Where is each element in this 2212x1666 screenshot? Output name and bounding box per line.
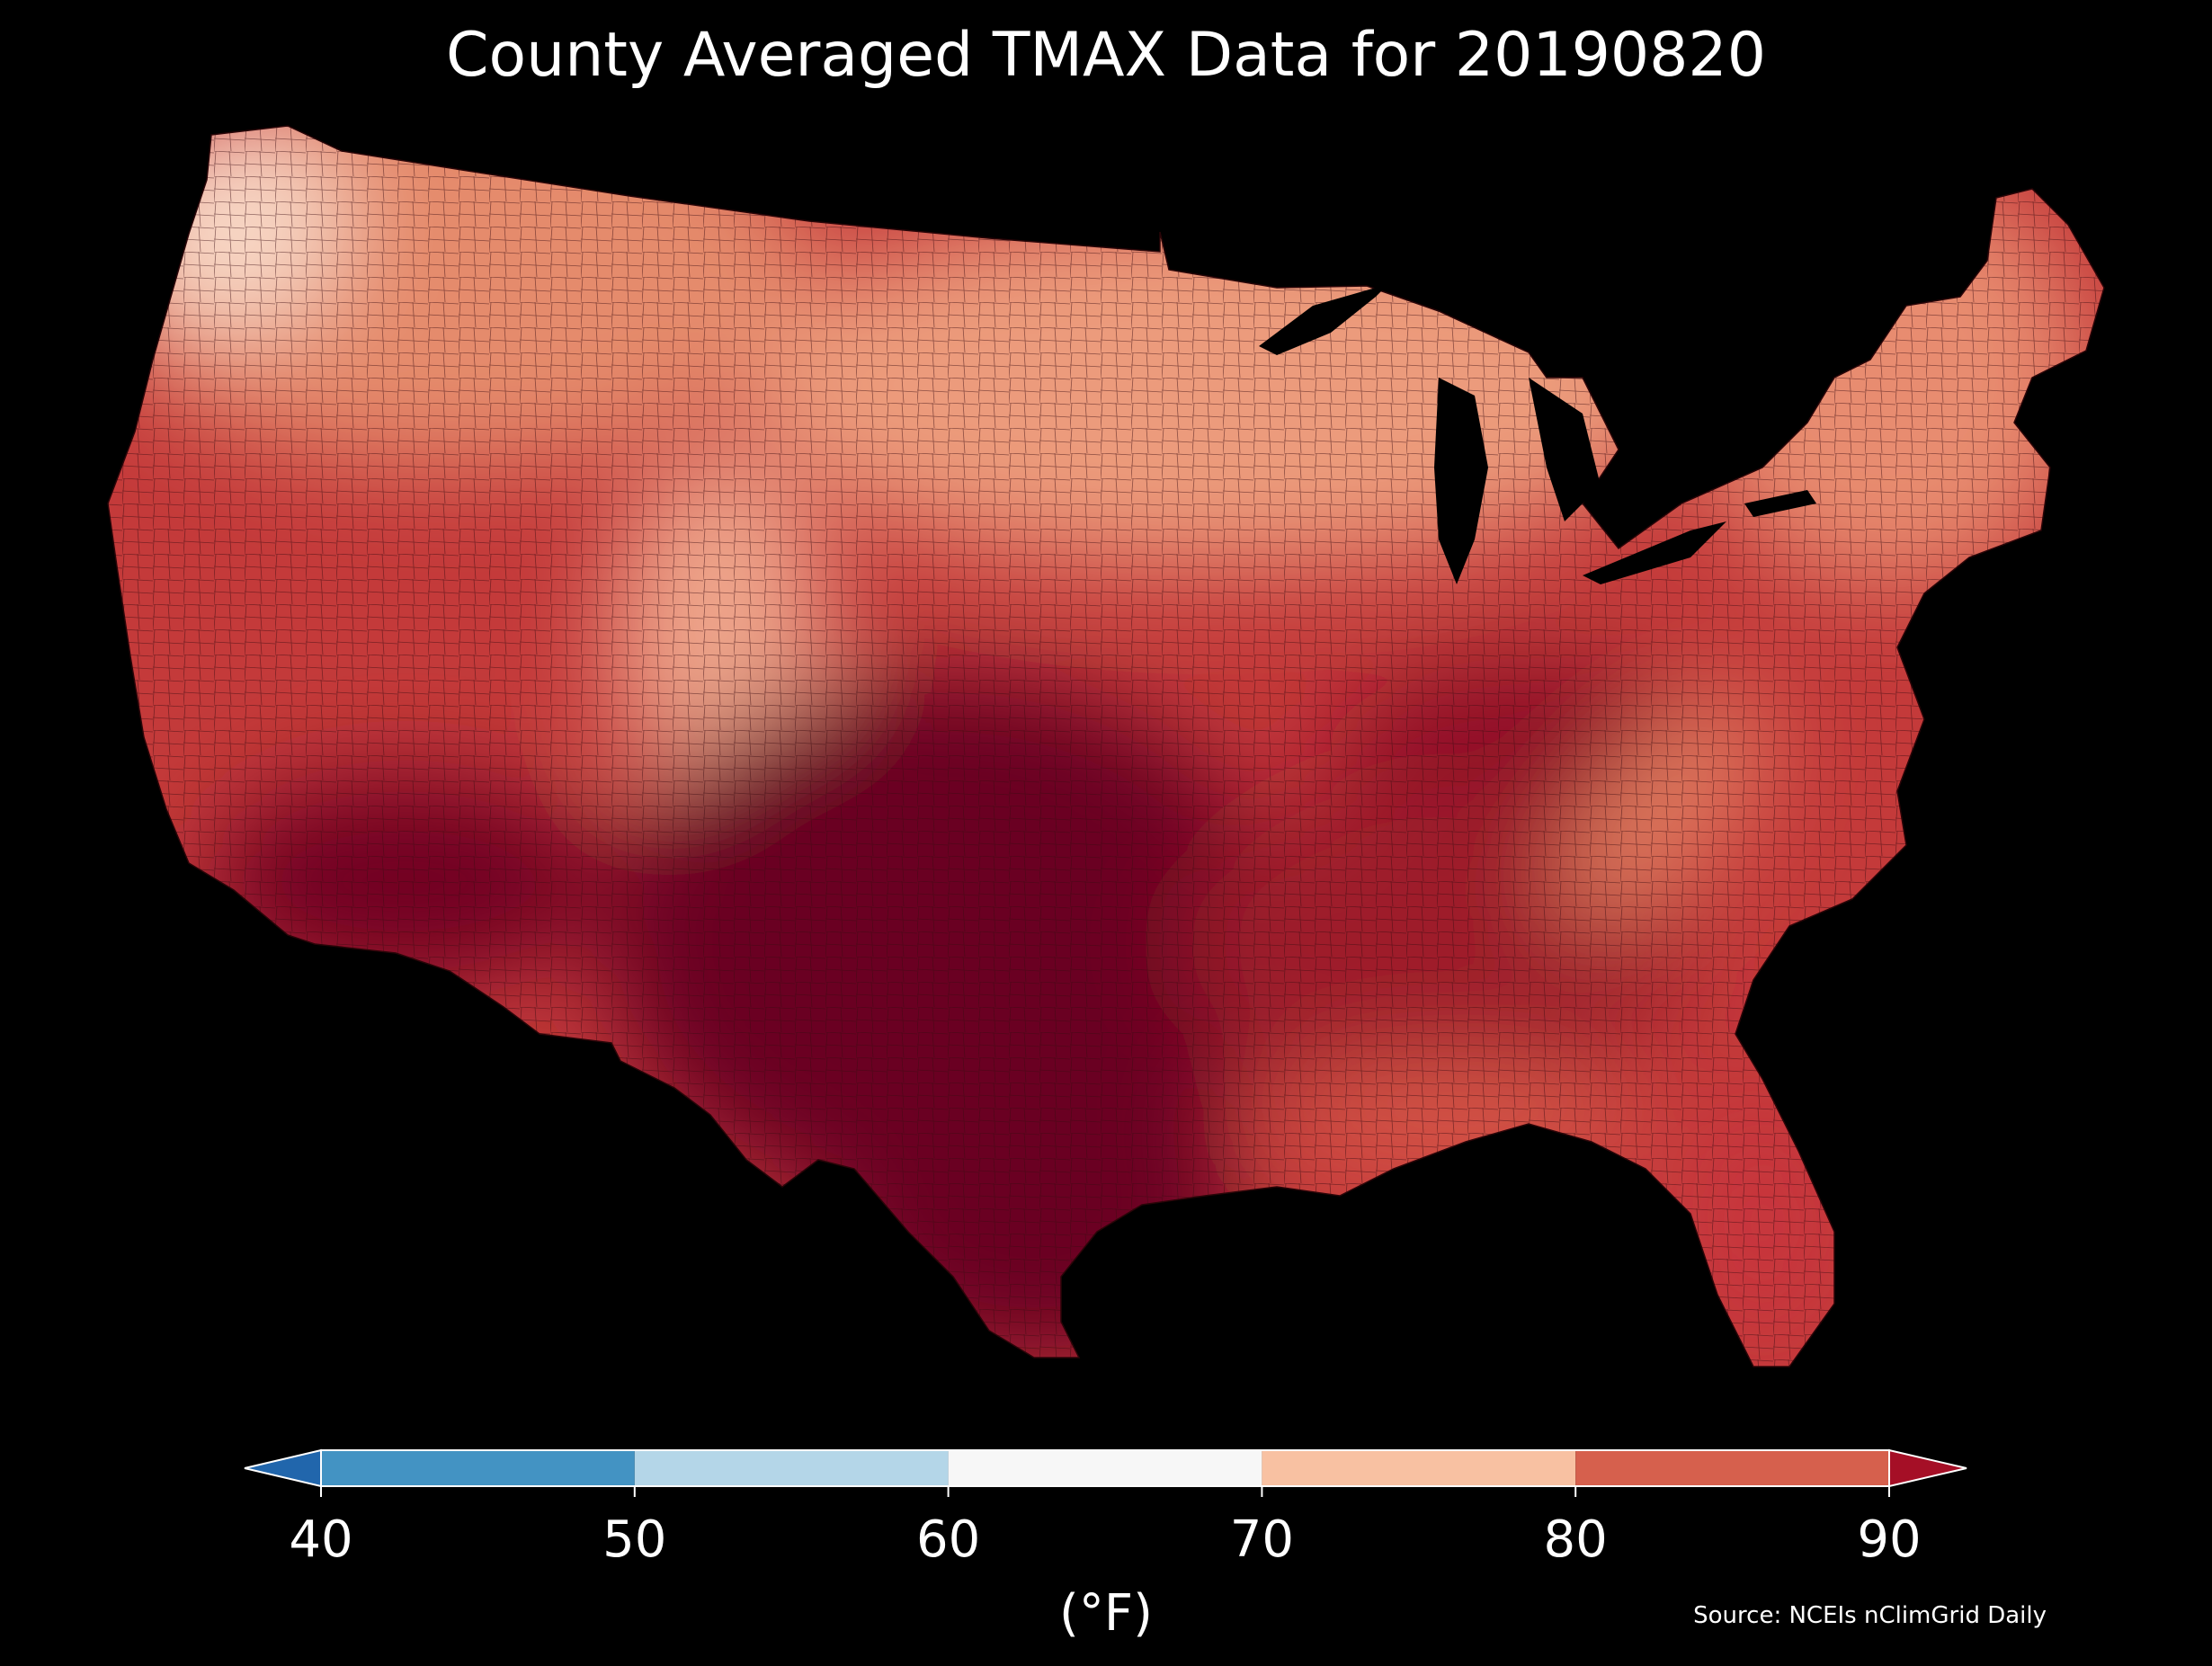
colorbar-bin-1 <box>634 1450 949 1486</box>
colorbar-tick-label: 80 <box>1543 1510 1608 1569</box>
colorbar-outline <box>320 1449 1890 1487</box>
colorbar-tick-label: 40 <box>289 1510 353 1569</box>
colorbar-under-arrow <box>244 1448 322 1488</box>
colorbar-bin-3 <box>1262 1450 1576 1486</box>
colorbar-bin-0 <box>321 1450 635 1486</box>
colorbar-unit-label: (°F) <box>1059 1584 1153 1643</box>
colorbar-tick-label: 70 <box>1229 1510 1295 1569</box>
colorbar-bin-4 <box>1575 1450 1889 1486</box>
colorbar-tick-label: 60 <box>915 1510 981 1569</box>
lake-erie <box>1583 521 1726 584</box>
colorbar-over-arrow <box>1888 1448 1967 1488</box>
lake-superior <box>1259 270 1403 355</box>
colorbar-tick-label: 90 <box>1857 1510 1922 1569</box>
lake-huron <box>1529 378 1601 521</box>
source-credit: Source: NCEIs nClimGrid Daily <box>1693 1602 2047 1629</box>
colorbar-tick-label: 50 <box>602 1510 667 1569</box>
colorbar-bin-2 <box>948 1450 1262 1486</box>
lake-ontario <box>1744 490 1816 517</box>
lake-michigan <box>1434 378 1488 584</box>
map-title: County Averaged TMAX Data for 20190820 <box>446 20 1766 91</box>
